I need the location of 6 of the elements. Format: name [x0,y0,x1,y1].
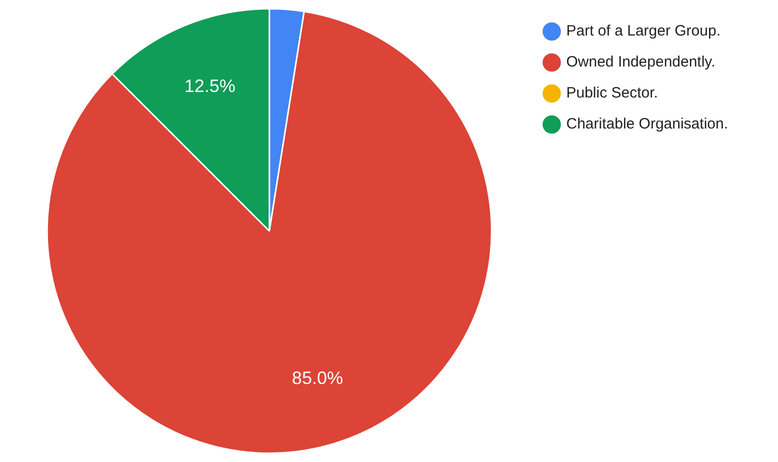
data-label: 12.5% [184,76,236,96]
legend-label: Public Sector. [566,84,658,102]
legend-label: Part of a Larger Group. [566,22,720,40]
data-label: 85.0% [292,368,343,388]
legend-label: Owned Independently. [566,54,716,71]
legend-label: Charitable Organisation. [566,116,728,133]
